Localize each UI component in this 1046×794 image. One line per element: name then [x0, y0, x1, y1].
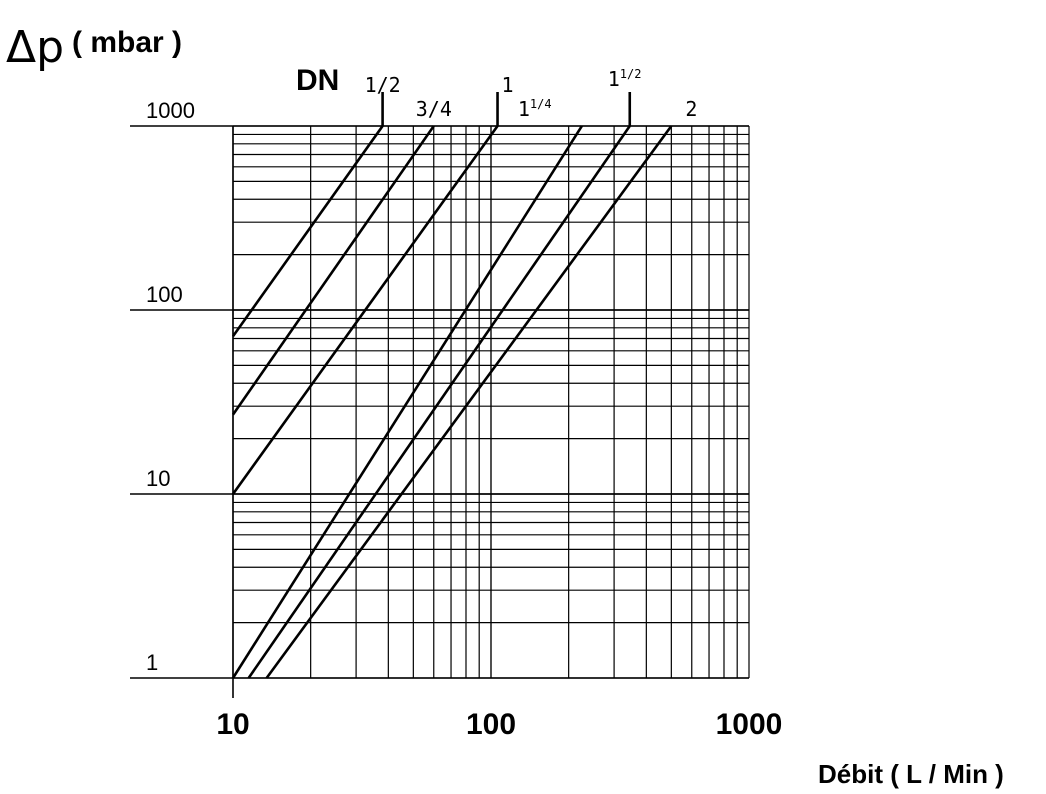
series-line	[265, 125, 673, 679]
series-4: 11/4	[231, 97, 583, 679]
series-6: 2	[265, 97, 697, 679]
y-axis-symbol: Δp	[6, 22, 64, 73]
series-label-sup: 1/4	[530, 97, 552, 111]
y-tick-label: 100	[146, 282, 183, 307]
y-tick-label: 10	[146, 466, 170, 491]
series-label: 11/4	[518, 97, 552, 121]
series-group: 1/2 3/4 111/4 11/2 2	[231, 67, 697, 679]
dn-prefix-label: DN	[296, 64, 339, 97]
series-label: 3/4	[416, 97, 452, 121]
series-label: 1	[502, 73, 514, 97]
y-tick-label: 1000	[146, 98, 195, 123]
series-line	[231, 125, 583, 679]
axes	[130, 125, 749, 698]
series-label: 1/2	[365, 73, 401, 97]
series-line	[231, 125, 435, 416]
y-axis-title: Δp ( mbar )	[6, 22, 182, 73]
x-tick-label: 10	[216, 708, 249, 741]
series-label: 11/2	[608, 67, 642, 91]
x-tick-label: 1000	[716, 708, 783, 741]
series-label-sup: 1/2	[620, 67, 642, 81]
x-tick-label: 100	[466, 708, 516, 741]
series-label: 2	[685, 97, 697, 121]
series-1: 1/2	[231, 73, 401, 338]
series-line	[231, 125, 384, 338]
grid	[232, 125, 750, 679]
y-tick-label: 1	[146, 650, 158, 675]
series-line	[247, 125, 631, 679]
series-5: 1 1/2	[247, 67, 642, 679]
x-axis-title: Débit ( L / Min )	[818, 759, 1004, 789]
y-axis-unit: ( mbar )	[72, 26, 182, 59]
series-3: 1	[231, 73, 514, 495]
tick-labels: 1 10 100 1000 10 100 1000	[146, 98, 782, 741]
series-2: 3/4	[231, 97, 452, 416]
series-line	[231, 125, 499, 495]
